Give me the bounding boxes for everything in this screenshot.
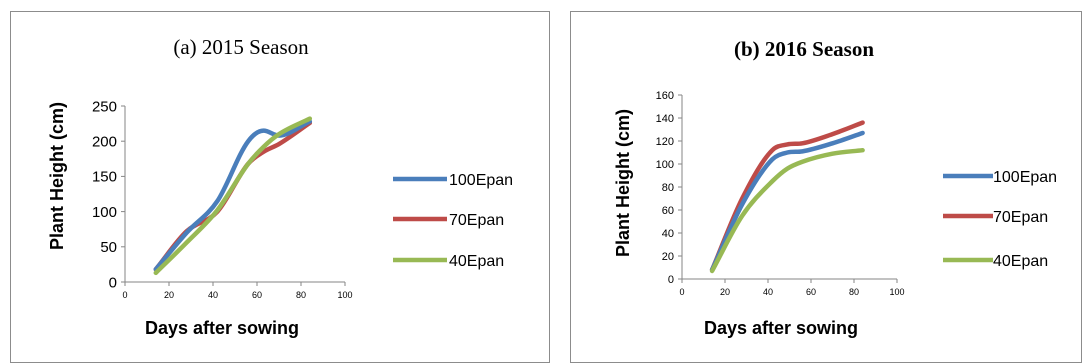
legend: 100Epan 70Epan 40Epan [943,169,1057,270]
x-tick-label: 60 [806,287,816,297]
y-tick-label: 250 [92,98,117,115]
chart-2016-svg: (b) 2016 Season Plant Height (cm) Days a… [613,37,1057,338]
x-tick-label: 100 [889,287,904,297]
legend-label-100Epan: 100Epan [449,172,513,189]
chart-title: (b) 2016 Season [734,37,874,61]
legend-label-70Epan: 70Epan [993,209,1048,226]
y-tick-label: 40 [662,228,674,240]
y-tick-labels: 0 20 40 60 80 100 120 140 160 [656,90,674,286]
y-tick-label: 150 [92,169,117,186]
series-line-70Epan [709,120,865,273]
y-tick-label: 100 [656,159,674,171]
y-tick-labels: 0 50 100 150 200 250 [92,98,117,291]
y-tick-label: 0 [109,274,117,291]
legend-label-70Epan: 70Epan [449,212,504,229]
x-tick-label: 40 [208,290,218,300]
y-axis-label: Plant Height (cm) [613,109,633,257]
x-axis-label: Days after sowing [704,318,858,338]
x-tick-label: 40 [763,287,773,297]
x-tick-label: 60 [252,290,262,300]
y-tick-label: 0 [668,274,674,286]
y-tick-label: 50 [100,239,117,256]
x-tick-label: 80 [849,287,859,297]
chart-panel-2016: (b) 2016 Season Plant Height (cm) Days a… [570,11,1082,363]
legend-label-40Epan: 40Epan [993,253,1048,270]
series-line-40Epan [709,147,865,274]
x-tick-label: 20 [720,287,730,297]
y-tick-label: 160 [656,90,674,102]
y-tick-label: 20 [662,251,674,263]
chart-2015-svg: (a) 2015 Season Plant Height (cm) Days a… [47,35,513,338]
x-tick-label: 0 [679,287,684,297]
x-tick-label: 80 [296,290,306,300]
legend: 100Epan 70Epan 40Epan [393,172,513,270]
series-line-40Epan [153,116,313,276]
y-tick-label: 140 [656,113,674,125]
y-tick-label: 60 [662,205,674,217]
x-tick-labels: 0 20 40 60 80 100 [122,290,352,300]
x-tick-label: 100 [337,290,352,300]
series-lines [153,116,313,276]
axes [678,94,898,283]
chart-panel-2015: (a) 2015 Season Plant Height (cm) Days a… [10,11,550,363]
x-axis-label: Days after sowing [145,318,299,338]
y-axis-label: Plant Height (cm) [47,102,67,250]
y-tick-label: 100 [92,204,117,221]
axes [121,105,346,286]
x-tick-labels: 0 20 40 60 80 100 [679,287,904,297]
y-tick-label: 120 [656,136,674,148]
legend-label-100Epan: 100Epan [993,169,1057,186]
y-tick-label: 80 [662,182,674,194]
series-lines [709,120,865,274]
y-tick-label: 200 [92,133,117,150]
legend-label-40Epan: 40Epan [449,253,504,270]
series-line-100Epan [709,130,865,273]
x-tick-label: 20 [164,290,174,300]
x-tick-label: 0 [122,290,127,300]
chart-title: (a) 2015 Season [173,35,309,59]
